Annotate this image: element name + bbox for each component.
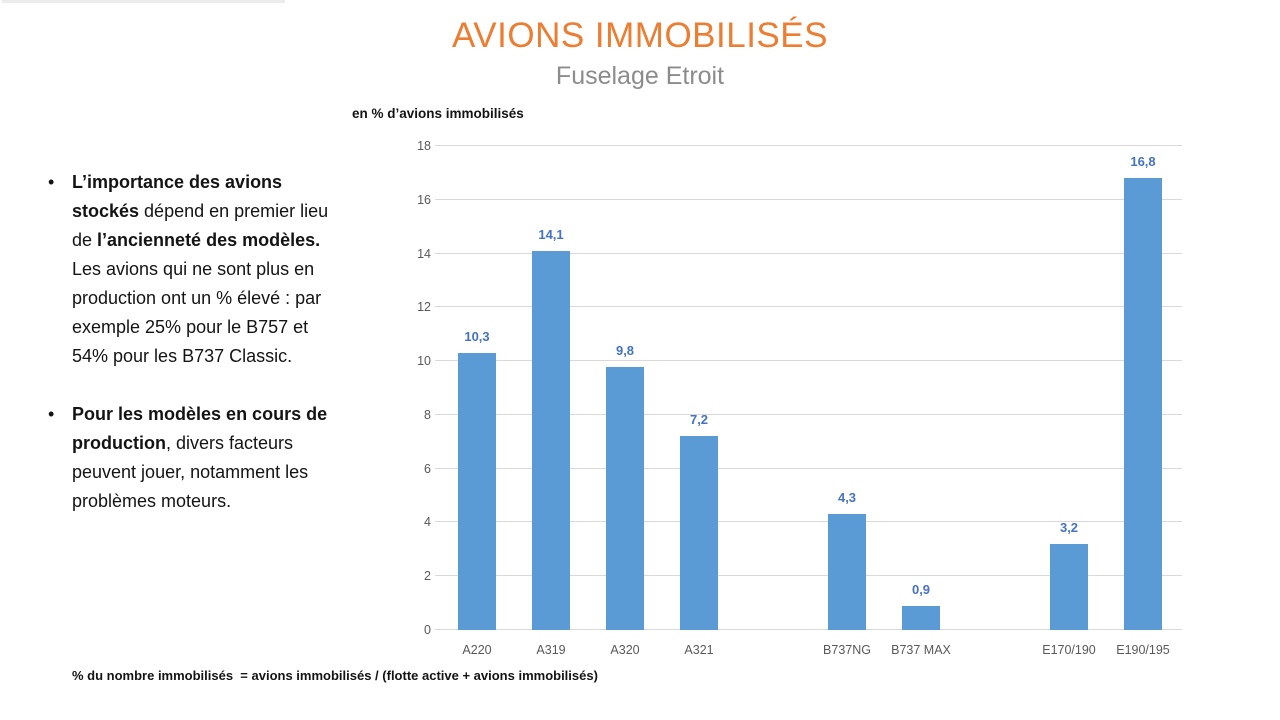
x-axis-category-label: B737NG [823,643,871,657]
category-slot: 4,3 B737NG [810,146,884,657]
y-axis-tick-label: 10 [417,353,431,368]
y-axis-tick-label: 12 [417,300,431,315]
y-axis-tick-label: 6 [424,461,431,476]
bullet-marker: • [48,172,55,192]
bar [828,514,866,630]
category-slot: 14,1 A319 [514,146,588,657]
category-slot: 16,8 E190/195 [1106,146,1180,657]
gridline [435,413,1182,415]
plot-area: 0 2 4 6 8 10 12 14 16 18 10,3 A220 14,1 A319 9,8 A320 7,… [417,140,1182,657]
bar-value-label: 16,8 [1130,154,1156,170]
x-axis-category-label: E170/190 [1042,643,1096,657]
x-axis-category-label: A220 [462,643,492,657]
bar [680,436,718,630]
bullet-text: L’importance des avions stockés dépend e… [72,172,329,366]
category-slot: 3,2 E170/190 [1032,146,1106,657]
bullet-item: • L’importance des avions stockés dépend … [42,168,358,371]
y-axis-tick-label: 4 [424,515,431,530]
bar-chart: en % d’avions immobilisés 0 2 4 6 8 10 12 14 16 1… [352,106,1198,672]
gridline [435,467,1182,469]
gridline [435,629,1182,630]
chart-title: en % d’avions immobilisés [352,106,524,121]
bullet-text: Pour les modèles en cours de production,… [72,404,328,511]
bar [606,366,644,630]
bullet-list: • L’importance des avions stockés dépend … [42,168,358,545]
gridline [435,198,1182,200]
bar [458,353,496,630]
category-slot: 7,2 A321 [662,146,736,657]
bullet-marker: • [48,404,55,424]
category-slot: 9,8 A320 [588,146,662,657]
y-axis-tick-label: 0 [424,622,431,637]
x-axis-category-label: E190/195 [1116,643,1170,657]
y-axis-tick-label: 14 [417,246,431,261]
category-slot [736,146,810,630]
top-left-strip [2,0,285,3]
gridline [435,252,1182,254]
slide-subtitle: Fuselage Etroit [555,62,725,90]
footnote: % du nombre immobilisés = avions immobil… [72,668,598,683]
gridline [435,360,1182,362]
bar-value-label: 0,9 [911,581,931,597]
bar-value-label: 3,2 [1059,519,1079,535]
bar [1050,543,1088,630]
title-block: AVIONS IMMOBILISÉS Fuselage Etroit [0,16,1280,91]
y-axis-tick-label: 8 [424,407,431,422]
gridline [435,521,1182,523]
bar-value-label: 9,8 [615,342,635,358]
x-axis-category-label: A321 [684,643,714,657]
bar [902,605,940,630]
slide-title: AVIONS IMMOBILISÉS [452,16,828,55]
gridline [435,575,1182,577]
category-slot: 10,3 A220 [440,146,514,657]
bar-value-label: 7,2 [689,412,709,428]
bar [532,250,570,630]
gridline [435,145,1182,146]
y-axis-tick-label: 16 [417,192,431,207]
bar [1124,178,1162,630]
bar-value-label: 4,3 [837,490,857,506]
x-axis-category-label: B737 MAX [891,643,951,657]
category-slot: 0,9 B737 MAX [884,146,958,657]
x-axis-category-label: A320 [610,643,640,657]
gridline [435,306,1182,308]
y-axis-tick-label: 18 [417,138,431,153]
x-axis-category-label: A319 [536,643,566,657]
bar-value-label: 14,1 [538,226,564,242]
category-slot [958,146,1032,630]
y-axis-tick-label: 2 [424,568,431,583]
bullet-item: • Pour les modèles en cours de production… [42,400,358,516]
bar-value-label: 10,3 [464,329,490,345]
